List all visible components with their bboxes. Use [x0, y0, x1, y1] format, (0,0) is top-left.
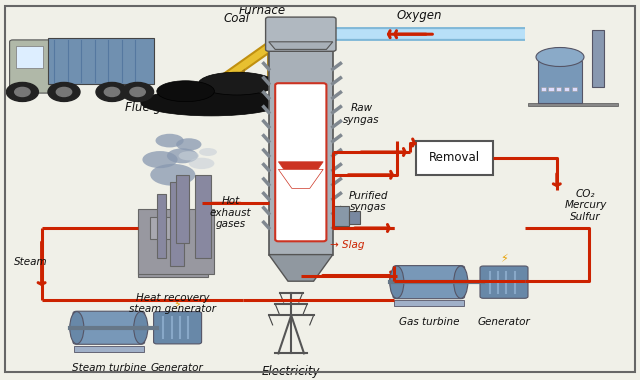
Bar [150, 217, 189, 239]
Circle shape [56, 87, 72, 97]
Text: → Slag: → Slag [330, 240, 364, 250]
Ellipse shape [70, 312, 84, 344]
Ellipse shape [141, 89, 282, 116]
FancyBboxPatch shape [73, 311, 145, 344]
Ellipse shape [157, 81, 214, 101]
Ellipse shape [179, 151, 199, 160]
Circle shape [130, 87, 145, 97]
Circle shape [6, 82, 38, 101]
Text: Removal: Removal [429, 151, 480, 164]
Bar [74, 346, 144, 352]
Bar [170, 182, 184, 266]
Text: Gas turbine: Gas turbine [399, 317, 459, 327]
Ellipse shape [143, 151, 178, 168]
Polygon shape [278, 162, 323, 181]
Text: Coal: Coal [224, 12, 250, 25]
FancyBboxPatch shape [154, 312, 202, 344]
Circle shape [122, 82, 154, 101]
Bar [528, 103, 618, 106]
Text: Raw
syngas: Raw syngas [343, 103, 380, 125]
FancyBboxPatch shape [10, 40, 51, 93]
Bar [48, 38, 154, 84]
FancyBboxPatch shape [480, 266, 528, 298]
Text: Heat recovery
steam generator: Heat recovery steam generator [129, 293, 216, 314]
Text: Purified
syngas: Purified syngas [348, 191, 388, 212]
Text: ⚡: ⚡ [500, 254, 508, 264]
Bar [176, 175, 189, 243]
Text: Flue gases: Flue gases [125, 101, 188, 114]
Bar [541, 87, 546, 91]
Ellipse shape [189, 158, 214, 169]
Text: Generator: Generator [151, 363, 204, 373]
Circle shape [96, 82, 128, 101]
Circle shape [104, 87, 120, 97]
Ellipse shape [150, 164, 195, 186]
Circle shape [48, 82, 80, 101]
Circle shape [15, 87, 30, 97]
Bar [548, 87, 554, 91]
Bar [564, 87, 569, 91]
Bar [195, 175, 211, 258]
Polygon shape [278, 169, 323, 188]
Text: Furnace: Furnace [239, 4, 286, 17]
Bar [157, 194, 166, 258]
Bar [556, 87, 561, 91]
Text: Steam: Steam [14, 257, 47, 267]
Bar [572, 87, 577, 91]
Bar [538, 61, 582, 103]
Text: Hot
exhaust
gases: Hot exhaust gases [209, 196, 252, 230]
Ellipse shape [390, 266, 404, 298]
Bar [269, 46, 333, 255]
Polygon shape [269, 255, 333, 281]
Bar [349, 211, 360, 224]
Polygon shape [269, 42, 333, 49]
Bar [16, 46, 43, 68]
Text: CO₂
Mercury
Sulfur: CO₂ Mercury Sulfur [564, 188, 607, 222]
Text: ⚡: ⚡ [173, 300, 181, 310]
Ellipse shape [134, 312, 148, 344]
Bar [138, 209, 214, 274]
Bar [592, 30, 604, 87]
Ellipse shape [167, 148, 198, 163]
Ellipse shape [198, 72, 275, 95]
FancyBboxPatch shape [266, 17, 336, 51]
Bar [138, 220, 208, 277]
FancyBboxPatch shape [393, 266, 465, 299]
Bar [333, 206, 349, 226]
Ellipse shape [199, 148, 217, 156]
Text: Generator: Generator [477, 317, 530, 327]
Text: Electricity: Electricity [262, 365, 321, 378]
Ellipse shape [536, 48, 584, 66]
FancyBboxPatch shape [275, 83, 326, 241]
Text: Steam turbine: Steam turbine [72, 363, 146, 373]
Ellipse shape [156, 134, 184, 147]
Ellipse shape [454, 266, 468, 298]
Bar [394, 300, 464, 306]
Ellipse shape [176, 138, 202, 150]
Text: Oxygen: Oxygen [396, 10, 442, 22]
Bar [416, 141, 493, 175]
